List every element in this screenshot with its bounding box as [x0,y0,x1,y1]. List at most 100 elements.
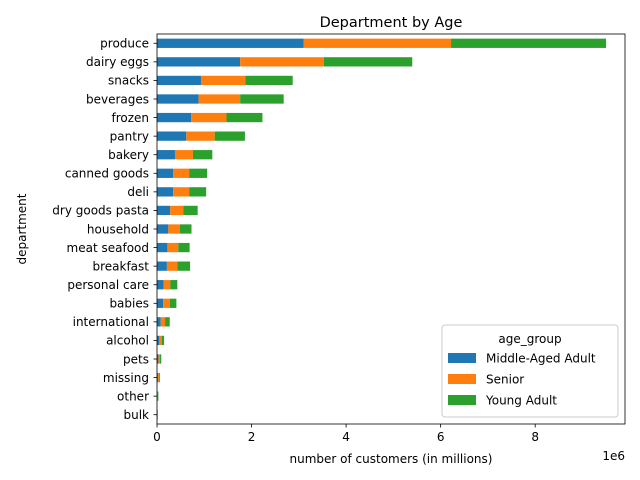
bar-personal-care-series-1 [163,280,171,290]
bar-missing-series-2 [158,372,160,383]
bar-pets-series-1 [158,354,160,364]
y-tick-label: international [73,315,149,329]
bar-dairy-eggs-series-1 [240,57,324,67]
x-tick-label: 8 [531,430,539,444]
bar-household-series-1 [168,224,180,234]
bar-canned-goods-series-2 [189,168,208,178]
bar-beverages-series-0 [157,94,199,104]
bar-dairy-eggs-series-0 [157,57,241,67]
legend-title: age_group [498,332,561,346]
y-tick-label: bakery [108,148,149,162]
bar-breakfast-series-2 [177,261,191,271]
bar-canned-goods-series-0 [157,168,174,178]
y-axis-label: department [15,193,29,264]
bar-canned-goods-series-1 [173,168,190,178]
bar-pantry-series-1 [186,131,215,141]
legend-swatch [448,353,476,363]
legend-label: Middle-Aged Adult [486,352,596,366]
y-tick-label: babies [109,297,149,311]
y-tick-layer: produce dairy eggs snacks beverages frozen pa… [52,37,157,422]
y-tick-label: deli [127,185,149,199]
bar-pets-series-0 [157,354,159,364]
bar-alcohol-series-0 [157,335,160,346]
legend-label: Senior [486,373,524,387]
y-tick-label: missing [103,371,149,385]
plot-frame [156,33,626,425]
bar-missing-series-1 [157,372,159,383]
y-tick-label: alcohol [106,334,149,348]
bar-pantry-series-2 [214,131,245,141]
bar-babies-series-1 [163,298,170,308]
x-tick-label: 2 [248,430,256,444]
bar-international-series-1 [160,317,166,327]
bar-bakery-series-2 [192,150,213,160]
bar-beverages-series-2 [240,94,284,104]
x-tick-layer: 0 2 4 6 8 [153,424,539,444]
x-offset-text: 1e6 [602,449,625,463]
bar-household-series-0 [157,224,169,234]
bar-snacks-series-2 [245,75,293,86]
bar-missing-series-0 [157,372,158,383]
bar-frozen-series-0 [157,112,192,123]
y-tick-label: household [87,222,149,236]
y-tick-label: meat seafood [67,241,149,255]
x-axis-label: number of customers (in millions) [290,452,493,466]
x-tick-label: 6 [437,430,445,444]
y-tick-label: canned goods [65,167,149,181]
y-tick-label: dairy eggs [86,55,149,69]
bar-household-series-2 [179,224,192,234]
legend-items: Middle-Aged Adult Senior Young Adult [448,352,596,408]
bar-snacks-series-0 [157,75,201,86]
bar-bakery-series-1 [174,150,193,160]
chart-title: Department by Age [320,15,463,31]
y-tick-label: personal care [67,278,149,292]
bar-dry-goods-pasta-series-1 [170,205,184,216]
bar-produce-series-0 [157,38,304,48]
bar-bakery-series-0 [157,150,175,160]
bar-beverages-series-1 [198,94,241,104]
y-tick-label: snacks [108,74,149,88]
y-tick-label: frozen [111,111,149,125]
bar-produce-series-1 [303,38,452,48]
x-tick-label: 4 [342,430,350,444]
bar-produce-series-2 [451,38,607,48]
bar-deli-series-2 [189,187,207,197]
y-tick-label: bulk [123,408,149,422]
bar-babies-series-2 [169,298,177,308]
y-tick-label: pantry [110,129,149,143]
bar-meat-seafood-series-2 [178,242,190,253]
bar-alcohol-series-2 [161,335,165,346]
x-tick-label: 0 [153,430,161,444]
bar-frozen-series-2 [226,112,263,123]
bar-international-series-2 [165,317,170,327]
bar-meat-seafood-series-1 [167,242,179,253]
y-tick-label: beverages [86,92,149,106]
legend-label: Young Adult [485,394,557,408]
bar-breakfast-series-0 [157,261,167,271]
y-tick-label: other [117,389,149,403]
legend-frame [441,324,619,418]
y-tick-label: dry goods pasta [52,204,149,218]
bar-dry-goods-pasta-series-0 [157,205,171,216]
y-tick-label: breakfast [92,259,149,273]
bar-dairy-eggs-series-2 [323,57,413,67]
bar-breakfast-series-1 [166,261,178,271]
bars-layer [157,38,607,420]
bar-snacks-series-1 [200,75,246,86]
bar-deli-series-0 [157,187,174,197]
bar-pets-series-2 [159,354,162,364]
legend-swatch [448,395,476,405]
bar-dry-goods-pasta-series-2 [183,205,198,216]
y-tick-label: pets [123,352,149,366]
bar-personal-care-series-2 [170,280,178,290]
bar-international-series-0 [157,317,161,327]
y-tick-label: produce [100,37,149,51]
bar-deli-series-1 [173,187,190,197]
legend: age_group Middle-Aged Adult Senior Young A… [441,324,619,418]
bar-pantry-series-0 [157,131,187,141]
bar-meat-seafood-series-0 [157,242,168,253]
legend-swatch [448,374,476,384]
bar-frozen-series-1 [191,112,227,123]
bar-babies-series-0 [157,298,164,308]
